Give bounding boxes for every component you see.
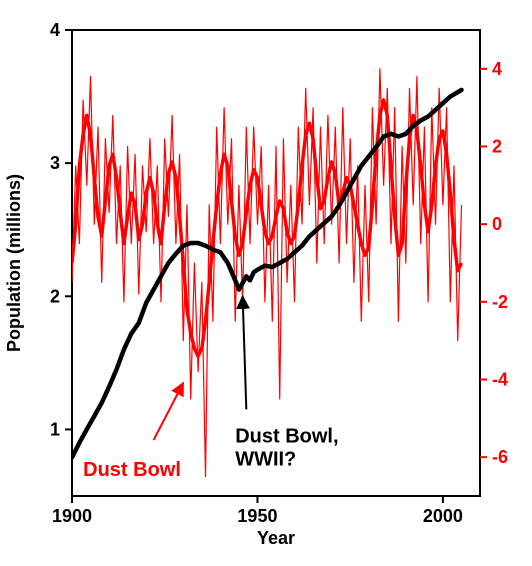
y-left-axis-label: Population (millions) bbox=[4, 174, 24, 352]
y-left-tick-label: 1 bbox=[50, 419, 60, 439]
x-tick-label: 2000 bbox=[423, 506, 463, 526]
y-right-tick-label: 2 bbox=[492, 137, 502, 157]
x-axis-label: Year bbox=[257, 528, 295, 548]
y-right-tick-label: -4 bbox=[492, 370, 508, 390]
annotation-dust-bowl-red: Dust Bowl bbox=[83, 459, 181, 481]
y-right-tick-label: -6 bbox=[492, 447, 508, 467]
y-right-tick-label: 0 bbox=[492, 214, 502, 234]
x-tick-label: 1950 bbox=[237, 506, 277, 526]
y-right-tick-label: 4 bbox=[492, 59, 502, 79]
y-left-tick-label: 3 bbox=[50, 153, 60, 173]
chart-svg: 1900 1950 2000 Year 1 2 3 4 Population (millions… bbox=[0, 0, 532, 566]
y-left-tick-label: 4 bbox=[50, 20, 60, 40]
y-left-tick-label: 2 bbox=[50, 286, 60, 306]
y-right-tick-label: -2 bbox=[492, 292, 508, 312]
x-tick-label: 1900 bbox=[52, 506, 92, 526]
chart-container: 1900 1950 2000 Year 1 2 3 4 Population (millions… bbox=[0, 0, 532, 566]
